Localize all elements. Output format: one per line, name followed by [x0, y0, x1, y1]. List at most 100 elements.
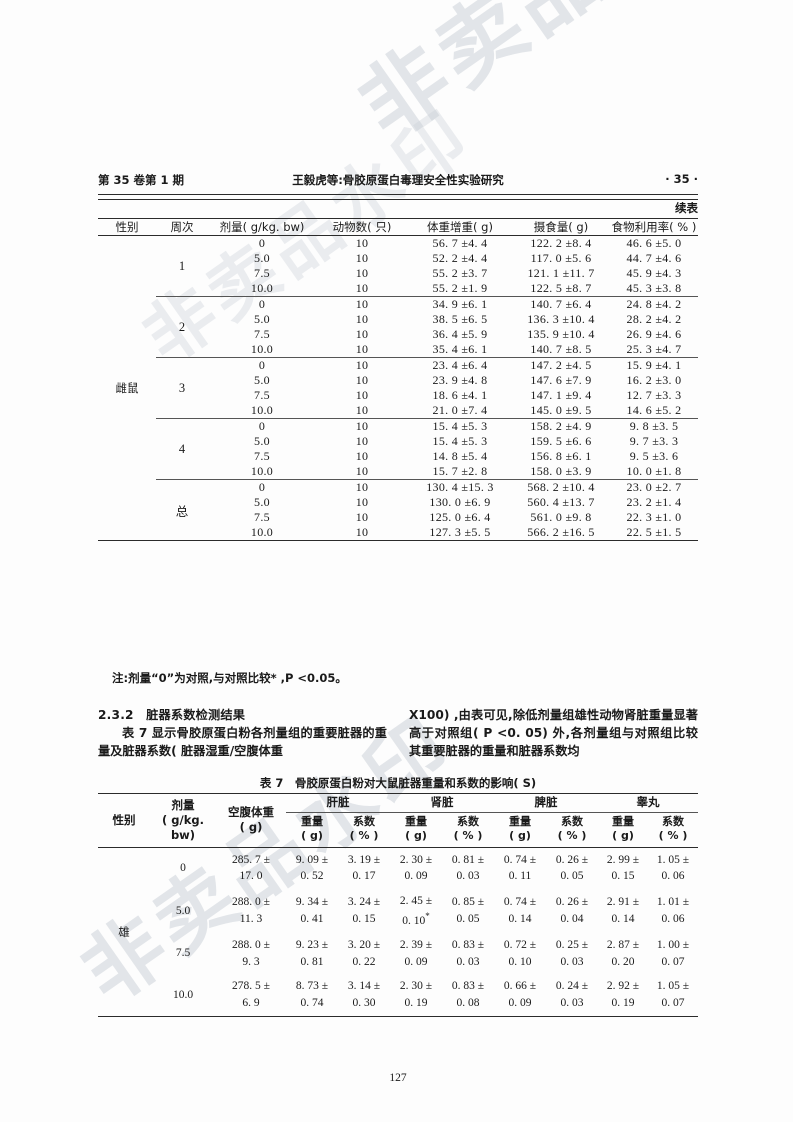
t1-cell-dose: 5.0	[254, 373, 270, 387]
table-row: 7.5 10 18. 6 ±4. 1 147. 1 ±9. 4 12. 7 ±3. 3	[98, 388, 698, 403]
t1-cell-gain: 36. 4 ±5. 9	[432, 327, 488, 341]
t1-cell-intake: 122. 2 ±8. 4	[530, 236, 592, 250]
running-head-title: 王毅虎等:骨胶原蛋白毒理安全性实验研究	[292, 173, 504, 187]
t7-cell-bodyweight: 288. 0 ±9. 3	[232, 939, 270, 968]
table-row: 5.0 10 15. 4 ±5. 3 159. 5 ±6. 6 9. 7 ±3. 3	[98, 434, 698, 449]
t1-cell-fer: 10. 0 ±1. 8	[626, 464, 682, 478]
t7-subcol-testis-coef: 系数( % )	[658, 815, 688, 842]
t1-col-intake: 摄食量( g)	[533, 220, 589, 234]
t1-cell-gain: 35. 4 ±6. 1	[432, 342, 488, 356]
body-column-right: X100) ,由表可见,除低剂量组雄性动物肾脏重量显著高于对照组( P <0. …	[409, 706, 698, 760]
t7-cell-dose: 0	[180, 861, 186, 874]
table-continued-label: 续表	[675, 201, 698, 215]
table-row: 7.5 10 14. 8 ±5. 4 156. 8 ±6. 1 9. 5 ±3. 6	[98, 449, 698, 464]
running-head-volume: 第 35 卷第 1 期	[98, 173, 185, 187]
t1-cell-intake: 121. 1 ±11. 7	[527, 266, 595, 280]
t1-cell-fer: 14. 6 ±5. 2	[626, 403, 682, 417]
t7-cell-testis-weight: 2. 87 ±0. 20	[606, 939, 640, 968]
t7-cell-liver-coef: 3. 14 ±0. 30	[347, 980, 381, 1010]
t7-cell-spleen-coef: 0. 26 ±0. 05	[555, 853, 589, 883]
table-continued-body-weight: 性别 周次 剂量( g/kg. bw) 动物数( 只) 体重增重( g) 摄食量…	[98, 218, 698, 541]
body-column-left: 2.3.2 脏器系数检测结果 表 7 显示骨胶原蛋白粉各剂量组的重要脏器的重量及…	[98, 706, 387, 760]
t1-cell-fer: 24. 8 ±4. 2	[626, 297, 682, 311]
body-columns: 2.3.2 脏器系数检测结果 表 7 显示骨胶原蛋白粉各剂量组的重要脏器的重量及…	[98, 706, 698, 760]
t1-cell-count: 10	[355, 525, 369, 539]
t7-cell-spleen-coef: 0. 24 ±0. 03	[555, 980, 589, 1010]
t1-cell-intake: 147. 6 ±7. 9	[530, 373, 592, 387]
t7-cell-testis-coef: 1. 00 ±0. 07	[656, 939, 690, 968]
t1-cell-dose: 5.0	[254, 312, 270, 326]
t1-cell-fer: 12. 7 ±3. 3	[626, 388, 682, 402]
t1-cell-gain: 55. 2 ±1. 9	[432, 281, 488, 295]
table-row: 5.0 10 23. 9 ±4. 8 147. 6 ±7. 9 16. 2 ±3. 0	[98, 373, 698, 388]
t1-col-week: 周次	[170, 220, 194, 234]
table-row: 7.5 10 36. 4 ±5. 9 135. 9 ±10. 4 26. 9 ±4. 6	[98, 327, 698, 342]
table-row: 3 0 10 23. 4 ±6. 4 147. 2 ±4. 5 15. 9 ±4. 1	[98, 358, 698, 395]
t1-cell-fer: 25. 3 ±4. 7	[626, 342, 682, 356]
t1-cell-gain: 38. 5 ±6. 5	[432, 312, 488, 326]
t7-subcol-liver-weight: 重量( g)	[301, 815, 323, 842]
t1-cell-count: 10	[355, 342, 369, 356]
table-row: 总 0 10 130. 4 ±15. 3 568. 2 ±10. 4 23. 0 ±2. …	[98, 480, 698, 519]
t1-cell-intake: 117. 0 ±5. 6	[530, 251, 592, 265]
t7-cell-testis-weight: 2. 92 ±0. 19	[606, 980, 640, 1010]
table-row: 10.0 10 15. 7 ±2. 8 158. 0 ±3. 9 10. 0 ±1. 8	[98, 464, 698, 480]
t7-cell-dose: 5.0	[175, 904, 191, 917]
t1-cell-dose: 7.5	[254, 327, 270, 341]
table7-organ-weights: 性别 剂量 ( g/kg. bw) 空腹体重 ( g) 肝脏 肾脏 脾脏	[98, 793, 698, 1017]
t1-col-gain: 体重增重( g)	[427, 220, 493, 234]
t1-cell-gain: 23. 9 ±4. 8	[432, 373, 488, 387]
t1-cell-count: 10	[355, 495, 369, 509]
t7-cell-kidney-weight: 2. 45 ±0. 10*	[399, 894, 433, 927]
t7-cell-kidney-weight: 2. 30 ±0. 19	[399, 980, 433, 1010]
t1-cell-gain: 125. 0 ±6. 4	[429, 510, 491, 524]
t7-cell-liver-weight: 9. 23 ±0. 81	[295, 939, 329, 968]
t1-cell-dose: 7.5	[254, 266, 270, 280]
table-row: 雄 0 285. 7 ±17. 0 9. 09 ±0. 52 3. 19 ±0. 17 2…	[98, 847, 698, 939]
t1-cell-gain: 15. 4 ±5. 3	[432, 434, 488, 448]
t7-col-dose-l2: ( g/kg. bw)	[162, 812, 204, 842]
t7-cell-testis-weight: 2. 99 ±0. 15	[606, 853, 640, 883]
t1-cell-fer: 9. 8 ±3. 5	[629, 419, 679, 433]
t7-group-liver: 肝脏	[286, 793, 390, 813]
t7-col-bw-l1: 空腹体重	[228, 805, 274, 820]
t1-cell-count: 10	[355, 434, 369, 448]
table-row: 7.5 288. 0 ±9. 3 9. 23 ±0. 81 3. 20 ±0. 22 2…	[98, 933, 698, 974]
page-content: 第 35 卷第 1 期 王毅虎等:骨胶原蛋白毒理安全性实验研究 · 35 · 续…	[98, 0, 698, 1122]
t1-cell-gain: 18. 6 ±4. 1	[432, 388, 488, 402]
table-row: 10.0 10 127. 3 ±5. 5 566. 2 ±16. 5 22. 5 ±1.…	[98, 525, 698, 541]
t7-cell-liver-coef: 3. 19 ±0. 17	[347, 853, 381, 883]
t7-cell-kidney-weight: 2. 30 ±0. 09	[399, 853, 433, 883]
t7-cell-dose: 10.0	[172, 988, 194, 1001]
t7-cell-bodyweight: 285. 7 ±17. 0	[232, 853, 270, 883]
t1-week-label: 2	[178, 319, 186, 334]
section-heading: 2.3.2 脏器系数检测结果	[98, 708, 246, 722]
t1-cell-dose: 10.0	[250, 281, 274, 295]
t1-cell-intake: 568. 2 ±10. 4	[527, 480, 595, 494]
t1-cell-gain: 15. 4 ±5. 3	[432, 419, 488, 433]
t1-cell-intake: 159. 5 ±6. 6	[530, 434, 592, 448]
body-paragraph-left: 表 7 显示骨胶原蛋白粉各剂量组的重要脏器的重量及脏器系数( 脏器湿重/空腹体重	[98, 726, 387, 759]
t1-cell-dose: 0	[258, 419, 266, 433]
t7-cell-liver-weight: 8. 73 ±0. 74	[295, 980, 329, 1010]
table-row: 7.5 10 125. 0 ±6. 4 561. 0 ±9. 8 22. 3 ±1. 0	[98, 510, 698, 525]
t7-cell-kidney-coef: 0. 83 ±0. 08	[451, 980, 485, 1010]
header-rule	[98, 194, 698, 200]
t1-col-count: 动物数( 只)	[332, 220, 392, 234]
t1-sex-label: 雌鼠	[115, 381, 139, 395]
t1-cell-intake: 147. 1 ±9. 4	[530, 388, 592, 402]
t1-cell-dose: 0	[258, 480, 266, 494]
t7-cell-testis-coef: 1. 01 ±0. 06	[656, 896, 690, 925]
t7-sex-label: 雄	[118, 924, 130, 939]
t7-cell-testis-coef: 1. 05 ±0. 06	[656, 853, 690, 883]
t1-cell-count: 10	[355, 510, 369, 524]
t1-cell-intake: 560. 4 ±13. 7	[527, 495, 595, 509]
t1-cell-fer: 46. 6 ±5. 0	[626, 236, 682, 250]
t1-cell-dose: 0	[258, 358, 266, 372]
t7-cell-kidney-coef: 0. 83 ±0. 03	[451, 939, 485, 968]
t1-week-label: 1	[178, 258, 186, 273]
t7-cell-spleen-coef: 0. 26 ±0. 04	[555, 896, 589, 925]
t1-cell-count: 10	[355, 327, 369, 341]
t7-cell-kidney-weight: 2. 39 ±0. 09	[399, 939, 433, 968]
